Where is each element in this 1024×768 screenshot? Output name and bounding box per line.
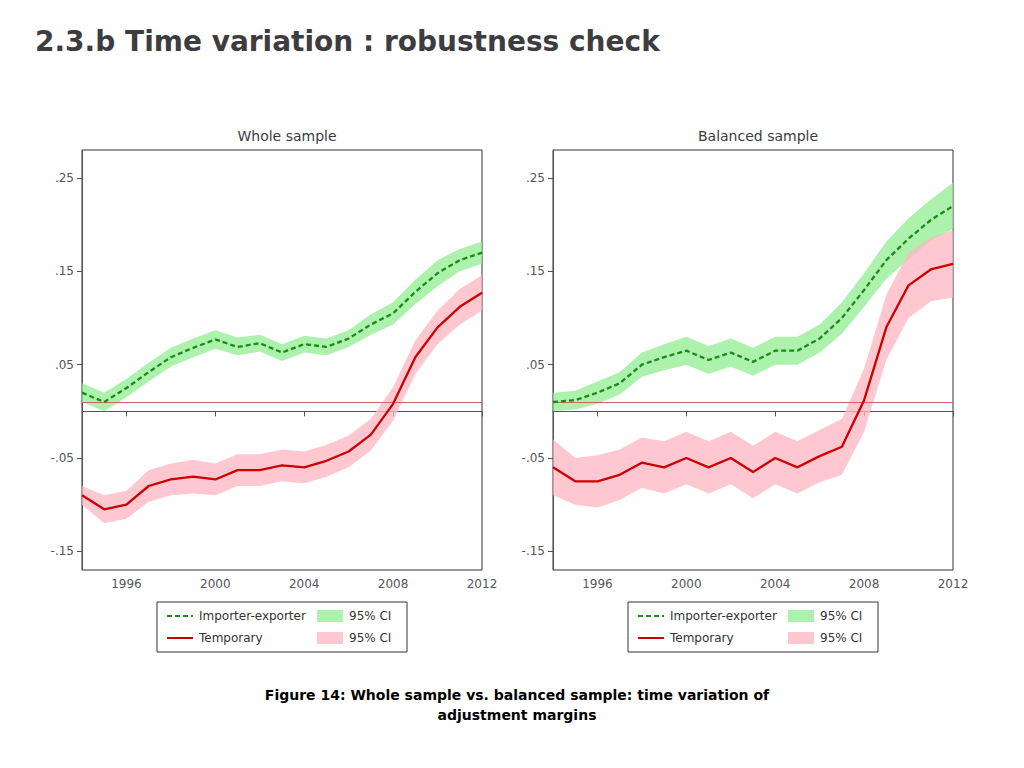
svg-text:2000: 2000 xyxy=(200,577,231,591)
svg-text:2008: 2008 xyxy=(378,577,409,591)
svg-text:Figure 14: Whole sample vs. ba: Figure 14: Whole sample vs. balanced sam… xyxy=(265,687,770,703)
svg-text:adjustment margins: adjustment margins xyxy=(438,707,597,723)
svg-text:2008: 2008 xyxy=(849,577,880,591)
svg-text:95% CI: 95% CI xyxy=(349,631,391,645)
svg-text:.05: .05 xyxy=(55,358,74,372)
svg-text:-.15: -.15 xyxy=(522,544,545,558)
svg-text:-.05: -.05 xyxy=(51,451,74,465)
svg-text:2012: 2012 xyxy=(467,577,498,591)
svg-text:95% CI: 95% CI xyxy=(349,609,391,623)
svg-text:Importer-exporter: Importer-exporter xyxy=(199,609,306,623)
svg-text:95% CI: 95% CI xyxy=(820,631,862,645)
svg-text:.15: .15 xyxy=(526,264,545,278)
svg-text:.15: .15 xyxy=(55,264,74,278)
svg-text:95% CI: 95% CI xyxy=(820,609,862,623)
svg-text:2012: 2012 xyxy=(938,577,969,591)
svg-text:2004: 2004 xyxy=(289,577,320,591)
svg-text:-.15: -.15 xyxy=(51,544,74,558)
svg-text:Balanced sample: Balanced sample xyxy=(698,128,818,144)
svg-text:2000: 2000 xyxy=(671,577,702,591)
svg-text:.25: .25 xyxy=(526,171,545,185)
svg-text:Temporary: Temporary xyxy=(669,631,734,645)
svg-text:.05: .05 xyxy=(526,358,545,372)
svg-text:1996: 1996 xyxy=(582,577,613,591)
svg-text:2.3.b Time variation : robustn: 2.3.b Time variation : robustness check xyxy=(35,25,661,58)
svg-text:Whole sample: Whole sample xyxy=(237,128,336,144)
svg-text:2004: 2004 xyxy=(760,577,791,591)
svg-text:1996: 1996 xyxy=(111,577,142,591)
svg-text:Temporary: Temporary xyxy=(198,631,263,645)
svg-text:.25: .25 xyxy=(55,171,74,185)
svg-text:-.05: -.05 xyxy=(522,451,545,465)
svg-text:Importer-exporter: Importer-exporter xyxy=(670,609,777,623)
